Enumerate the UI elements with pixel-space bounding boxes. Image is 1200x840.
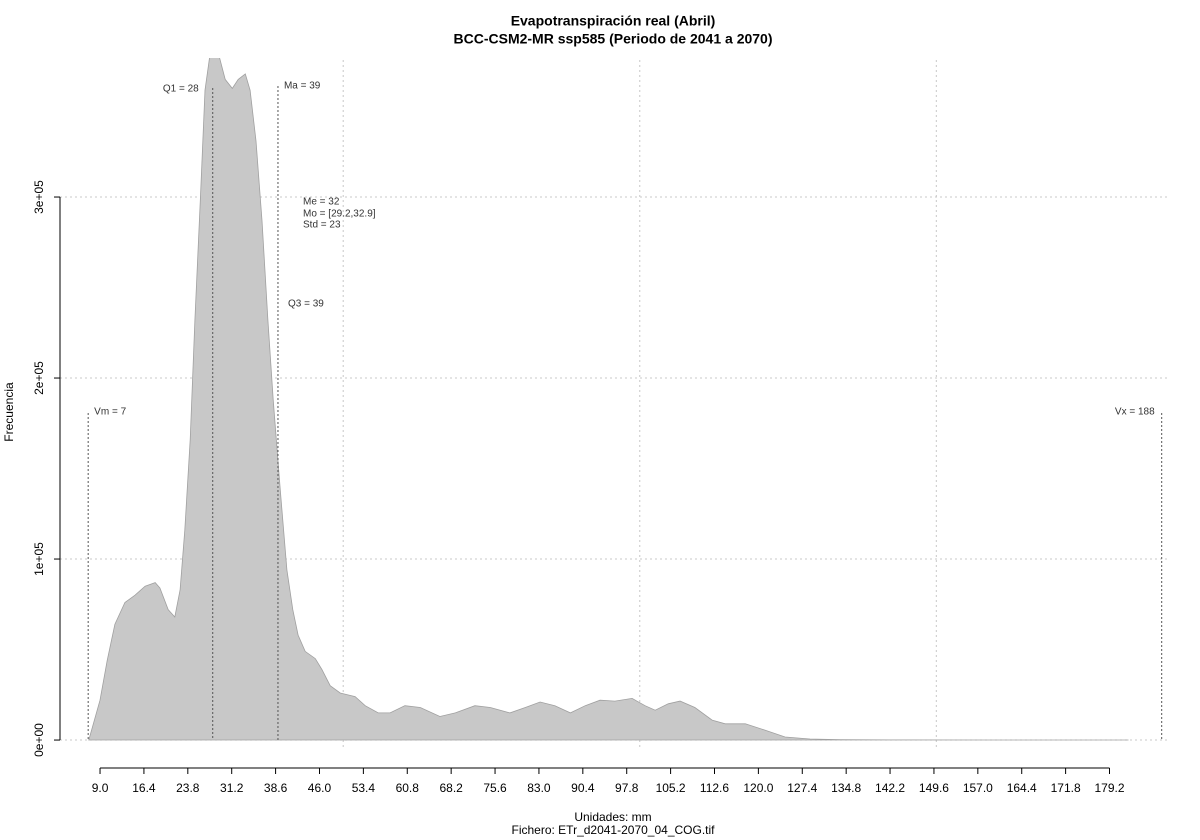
x-tick-label: 179.2 (1094, 781, 1124, 795)
x-tick-label: 112.6 (700, 781, 729, 795)
x-tick-label: 134.8 (831, 781, 861, 795)
chart-subtitle: BCC-CSM2-MR ssp585 (Periodo de 2041 a 20… (454, 31, 773, 47)
x-tick-label: 97.8 (615, 781, 639, 795)
annotation-label: Std = 23 (303, 220, 341, 231)
y-tick-label: 0e+00 (32, 723, 46, 757)
x-tick-label: 149.6 (919, 781, 949, 795)
annotation-label: Me = 32 (303, 197, 340, 208)
x-tick-label: 164.4 (1007, 781, 1037, 795)
x-tick-label: 157.0 (963, 781, 993, 795)
x-tick-label: 120.0 (743, 781, 773, 795)
y-tick-label: 1e+05 (32, 542, 46, 576)
annotation-label: Q3 = 39 (288, 299, 324, 310)
x-tick-label: 23.8 (176, 781, 200, 795)
x-tick-label: 142.2 (875, 781, 905, 795)
annotation-label: Q1 = 28 (163, 84, 199, 95)
x-tick-label: 9.0 (92, 781, 109, 795)
x-tick-label: 38.6 (264, 781, 288, 795)
annotation-label: Ma = 39 (284, 81, 321, 92)
x-tick-label: 127.4 (787, 781, 817, 795)
x-tick-label: 105.2 (656, 781, 686, 795)
x-tick-label: 31.2 (220, 781, 244, 795)
x-tick-label: 16.4 (132, 781, 156, 795)
x-tick-label: 75.6 (483, 781, 507, 795)
x-tick-label: 68.2 (439, 781, 463, 795)
x-tick-label: 60.8 (396, 781, 420, 795)
x-tick-label: 90.4 (571, 781, 595, 795)
chart-title: Evapotranspiración real (Abril) (511, 13, 716, 29)
y-tick-label: 3e+05 (32, 180, 46, 214)
plot-area (60, 58, 1170, 750)
y-tick-label: 2e+05 (32, 361, 46, 395)
x-tick-label: 83.0 (527, 781, 551, 795)
annotation-label: Mo = [29.2,32.9] (303, 209, 376, 220)
caption: Fichero: ETr_d2041-2070_04_COG.tif (512, 823, 716, 837)
y-axis-title: Frecuencia (2, 382, 16, 442)
x-tick-label: 171.8 (1051, 781, 1081, 795)
x-tick-label: 53.4 (352, 781, 376, 795)
annotation-label: Vx = 188 (1115, 407, 1155, 418)
annotation-label: Vm = 7 (94, 407, 126, 418)
x-axis-title: Unidades: mm (574, 810, 651, 824)
density-area (88, 58, 1129, 741)
x-tick-label: 46.0 (308, 781, 332, 795)
